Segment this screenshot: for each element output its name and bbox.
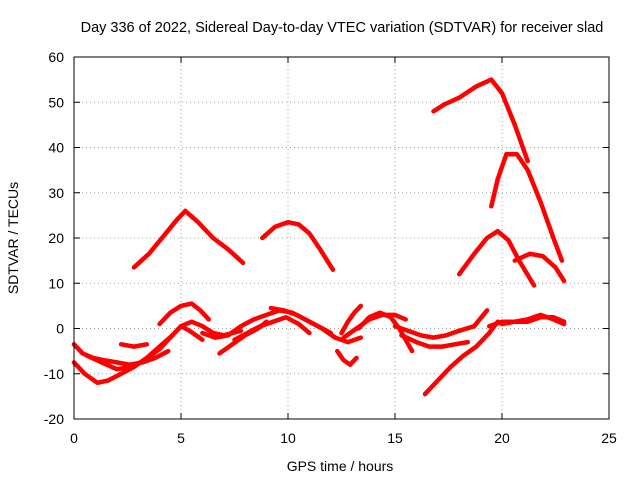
y-tick-label: 50 xyxy=(48,94,64,110)
x-tick-label: 20 xyxy=(494,430,510,446)
x-tick-label: 25 xyxy=(601,430,617,446)
y-tick-label: 0 xyxy=(56,321,64,337)
y-tick-label: 30 xyxy=(48,185,64,201)
y-axis-label: SDTVAR / TECUs xyxy=(5,182,21,294)
chart-title: Day 336 of 2022, Sidereal Day-to-day VTE… xyxy=(81,20,604,36)
series-line-arc-3 xyxy=(431,77,530,164)
series-line-arc-18 xyxy=(341,312,408,340)
x-axis-label: GPS time / hours xyxy=(287,458,394,474)
x-tick-label: 15 xyxy=(387,430,403,446)
data-series xyxy=(71,77,567,397)
series-line-arc-6 xyxy=(512,251,567,284)
series-line-arc-14 xyxy=(217,319,269,356)
series-line-arc-9 xyxy=(84,319,244,372)
tick-labels: 0 5 10 15 20 25 -20 -10 0 10 20 30 40 50 60 xyxy=(44,49,617,446)
series-line-arc-15 xyxy=(268,305,364,345)
y-tick-label: 60 xyxy=(48,49,64,65)
series-line-arc-2 xyxy=(260,219,336,272)
series-line-arc-4 xyxy=(489,152,565,263)
x-tick-label: 5 xyxy=(177,430,185,446)
series-line-arc-1 xyxy=(131,208,246,270)
series-line-arc-24 xyxy=(499,312,567,327)
grid-lines xyxy=(74,57,609,419)
series-line-arc-17 xyxy=(339,303,364,336)
y-tick-label: -10 xyxy=(44,366,64,382)
y-tick-label: 40 xyxy=(48,140,64,156)
series-line-arc-21 xyxy=(399,333,471,349)
x-tick-label: 10 xyxy=(280,430,296,446)
y-tick-label: 20 xyxy=(48,230,64,246)
y-tick-label: 10 xyxy=(48,275,64,291)
plot-frame xyxy=(73,56,610,420)
series-line-arc-10 xyxy=(118,342,150,349)
series-line-arc-16 xyxy=(334,348,359,367)
series-line-arc-22 xyxy=(422,319,500,397)
y-tick-label: -20 xyxy=(44,411,64,427)
x-tick-label: 0 xyxy=(70,430,78,446)
series-line-arc-20 xyxy=(392,308,490,340)
series-line-arc-19 xyxy=(356,310,415,354)
series-line-arc-11 xyxy=(157,301,212,327)
